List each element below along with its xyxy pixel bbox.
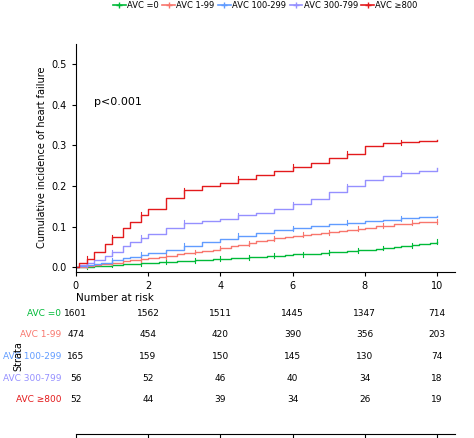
Text: Strata: Strata <box>13 342 23 371</box>
Text: 39: 39 <box>215 396 226 404</box>
Text: p<0.001: p<0.001 <box>94 97 142 107</box>
Text: 26: 26 <box>359 396 371 404</box>
Text: 159: 159 <box>139 352 157 361</box>
Text: 34: 34 <box>287 396 298 404</box>
Text: 19: 19 <box>431 396 443 404</box>
Text: 34: 34 <box>359 374 371 383</box>
Text: AVC =0: AVC =0 <box>27 309 62 318</box>
Text: 1562: 1562 <box>137 309 160 318</box>
Text: 52: 52 <box>142 374 154 383</box>
Y-axis label: Cumulative incidence of heart failure: Cumulative incidence of heart failure <box>37 67 47 248</box>
Text: 150: 150 <box>212 352 229 361</box>
Text: 56: 56 <box>70 374 82 383</box>
Text: 18: 18 <box>431 374 443 383</box>
Text: AVC 300-799: AVC 300-799 <box>3 374 62 383</box>
Text: 1601: 1601 <box>64 309 87 318</box>
Text: 420: 420 <box>212 330 229 339</box>
Text: AVC 100-299: AVC 100-299 <box>3 352 62 361</box>
Text: 130: 130 <box>356 352 374 361</box>
Text: Number at risk: Number at risk <box>76 293 154 303</box>
Text: 356: 356 <box>356 330 374 339</box>
Text: 1445: 1445 <box>281 309 304 318</box>
Text: 1511: 1511 <box>209 309 232 318</box>
Text: 390: 390 <box>284 330 301 339</box>
Text: 52: 52 <box>70 396 82 404</box>
Text: AVC 1-99: AVC 1-99 <box>20 330 62 339</box>
Text: 74: 74 <box>431 352 443 361</box>
Text: 203: 203 <box>428 330 446 339</box>
Text: AVC ≥800: AVC ≥800 <box>16 396 62 404</box>
Text: 714: 714 <box>428 309 446 318</box>
Text: 44: 44 <box>143 396 154 404</box>
Text: 40: 40 <box>287 374 298 383</box>
Text: 454: 454 <box>139 330 156 339</box>
Legend: AVC =0, AVC 1-99, AVC 100-299, AVC 300-799, AVC ≥800: AVC =0, AVC 1-99, AVC 100-299, AVC 300-7… <box>109 0 421 13</box>
Text: 46: 46 <box>215 374 226 383</box>
Text: 145: 145 <box>284 352 301 361</box>
X-axis label: Heart failure follow-up time (years): Heart failure follow-up time (years) <box>180 295 351 305</box>
Text: 165: 165 <box>67 352 84 361</box>
Text: 474: 474 <box>67 330 84 339</box>
Text: 1347: 1347 <box>353 309 376 318</box>
